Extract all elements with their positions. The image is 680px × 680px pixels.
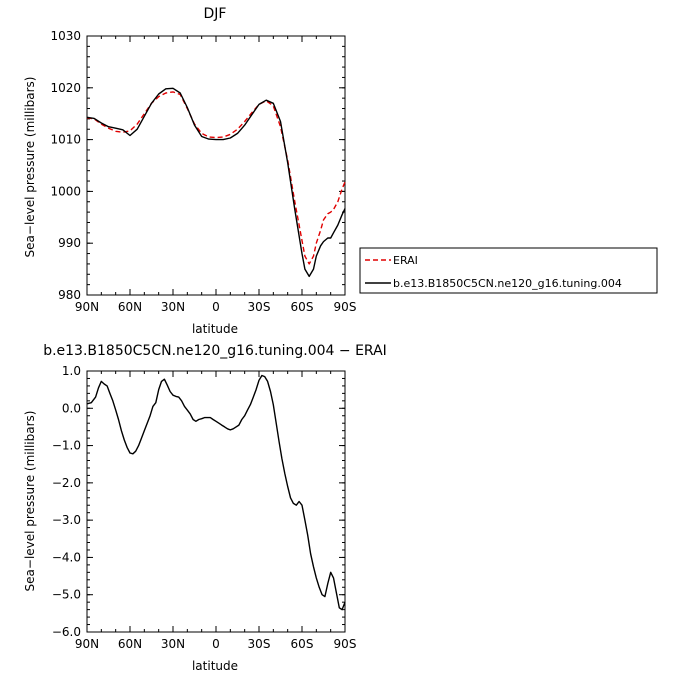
- y-tick-label: −4.0: [52, 550, 81, 564]
- x-tick-label: 90N: [75, 637, 99, 651]
- x-tick-label: 30N: [161, 637, 185, 651]
- x-tick-label: 30N: [161, 300, 185, 314]
- y-tick-label: −1.0: [52, 439, 81, 453]
- series-line-0: [86, 91, 346, 265]
- y-tick-label: −2.0: [52, 476, 81, 490]
- y-tick-label: 990: [58, 236, 81, 250]
- chart-bottom: b.e13.B1850C5CN.ne120_g16.tuning.004 − E…: [23, 343, 387, 673]
- x-tick-label: 0: [212, 637, 220, 651]
- chart-bottom-ylabel: Sea−level pressure (millibars): [23, 411, 37, 592]
- y-tick-label: 1.0: [62, 364, 81, 378]
- x-tick-label: 90S: [334, 637, 357, 651]
- y-tick-label: −6.0: [52, 625, 81, 639]
- chart-top-legend: ERAI b.e13.B1850C5CN.ne120_g16.tuning.00…: [359, 247, 658, 294]
- x-tick-label: 60S: [291, 300, 314, 314]
- series-line-1: [86, 87, 346, 278]
- x-tick-label: 60N: [118, 637, 142, 651]
- x-tick-label: 90S: [334, 300, 357, 314]
- y-tick-label: 980: [58, 288, 81, 302]
- plot-frame: [86, 35, 346, 296]
- y-tick-label: 1000: [50, 184, 81, 198]
- y-tick-label: 1030: [50, 29, 81, 43]
- chart-top: DJF 90N 60N 30N 0 30S 60S 90S 980 990 1000 1010 102…: [23, 6, 356, 336]
- chart-top-xlabel: latitude: [192, 322, 238, 336]
- y-tick-label: −3.0: [52, 513, 81, 527]
- y-tick-label: −5.0: [52, 588, 81, 602]
- plot-frame: [86, 370, 346, 633]
- x-tick-label: 0: [212, 300, 220, 314]
- chart-bottom-axes: 90N 60N 30N 0 30S 60S 90S 1.0 0.0 −1.0 −2.0 −3.0 −4.…: [52, 364, 357, 651]
- x-tick-label: 30S: [248, 637, 271, 651]
- legend-label-erai: ERAI: [393, 254, 418, 267]
- legend-box: [359, 247, 658, 294]
- x-tick-label: 90N: [75, 300, 99, 314]
- y-tick-label: 1020: [50, 81, 81, 95]
- legend-label-model: b.e13.B1850C5CN.ne120_g16.tuning.004: [393, 277, 622, 290]
- x-tick-label: 60N: [118, 300, 142, 314]
- chart-bottom-title: b.e13.B1850C5CN.ne120_g16.tuning.004 − E…: [43, 343, 387, 359]
- chart-top-ylabel: Sea−level pressure (millibars): [23, 77, 37, 258]
- x-tick-label: 60S: [291, 637, 314, 651]
- chart-top-axes: 90N 60N 30N 0 30S 60S 90S 980 990 1000 1010 1020 103…: [50, 29, 356, 314]
- y-tick-label: 1010: [50, 133, 81, 147]
- chart-top-series: [86, 87, 346, 278]
- y-tick-label: 0.0: [62, 401, 81, 415]
- chart-bottom-series: [86, 374, 346, 611]
- chart-bottom-xlabel: latitude: [192, 659, 238, 673]
- x-tick-label: 30S: [248, 300, 271, 314]
- series-line-0: [86, 374, 346, 611]
- chart-top-title: DJF: [204, 6, 227, 22]
